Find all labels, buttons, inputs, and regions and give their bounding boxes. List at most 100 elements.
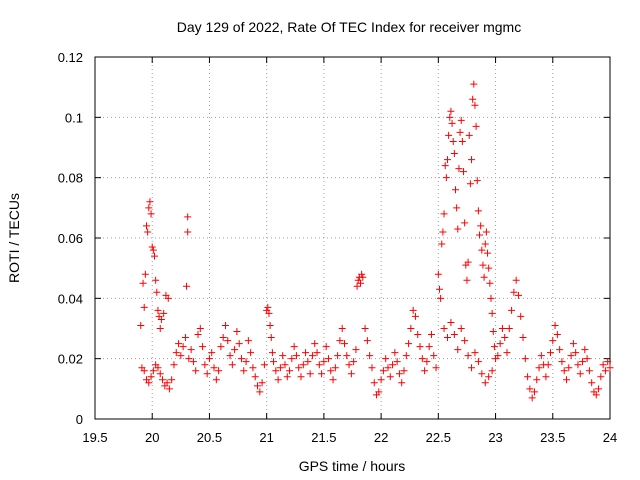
y-tick-label: 0.02: [58, 352, 83, 367]
data-point: [505, 325, 513, 332]
data-point: [189, 358, 197, 366]
data-point: [530, 388, 538, 396]
data-point: [299, 361, 307, 369]
data-point: [461, 337, 469, 345]
data-point: [165, 385, 173, 393]
data-point: [481, 240, 489, 248]
data-point: [418, 355, 426, 363]
data-point: [601, 367, 609, 375]
data-point: [606, 364, 614, 372]
data-point: [512, 276, 520, 284]
data-point: [237, 355, 245, 363]
data-point: [435, 285, 443, 293]
data-point: [551, 321, 559, 329]
x-axis-label: GPS time / hours: [299, 458, 406, 474]
data-point: [485, 264, 493, 272]
data-point: [357, 279, 365, 287]
data-point: [597, 373, 605, 381]
data-point: [514, 291, 522, 299]
data-point: [521, 355, 529, 363]
data-point: [268, 349, 276, 357]
data-point: [368, 364, 376, 372]
data-point: [488, 367, 496, 375]
x-tick-label: 21.5: [311, 430, 336, 445]
data-point: [164, 294, 172, 302]
data-point: [409, 306, 417, 314]
data-point: [184, 213, 192, 221]
data-point: [471, 101, 479, 109]
data-point: [427, 331, 435, 339]
data-point: [443, 334, 451, 342]
y-axis: 0 0.02 0.04 0.06 0.08 0.1 0.12: [58, 50, 610, 427]
grid-lines: [95, 57, 610, 419]
data-point: [327, 367, 335, 375]
x-tick-label: 22.5: [426, 430, 451, 445]
data-point: [519, 334, 527, 342]
data-point: [334, 352, 342, 360]
data-point: [146, 198, 154, 206]
data-point: [154, 306, 162, 314]
data-point: [295, 364, 303, 372]
data-point: [154, 364, 162, 372]
data-point: [140, 367, 148, 375]
data-point: [478, 370, 486, 378]
data-point: [583, 355, 591, 363]
data-point: [272, 367, 280, 375]
data-point: [471, 349, 479, 357]
data-point: [441, 162, 449, 170]
data-point: [447, 318, 455, 326]
data-point: [544, 361, 552, 369]
data-point: [595, 385, 603, 393]
data-point: [184, 228, 192, 236]
data-point: [363, 337, 371, 345]
data-point: [251, 373, 259, 381]
data-point: [160, 309, 168, 317]
data-point: [274, 376, 282, 384]
data-point: [416, 343, 424, 351]
data-point: [494, 352, 502, 360]
data-point: [156, 325, 164, 332]
data-point: [331, 364, 339, 372]
data-point: [481, 379, 489, 387]
x-axis: 19.5 20 20.5 21 21.5 22 22.5 23 23.5 24: [82, 57, 617, 445]
data-point: [361, 325, 369, 332]
data-point: [145, 204, 153, 212]
data-point: [443, 156, 451, 164]
data-point: [579, 358, 587, 366]
y-tick-label: 0.08: [58, 171, 83, 186]
data-point: [308, 352, 316, 360]
data-point: [302, 349, 310, 357]
data-point: [549, 337, 557, 345]
data-point: [208, 349, 216, 357]
data-point: [286, 367, 294, 375]
data-point: [556, 346, 564, 354]
x-tick-label: 24: [603, 430, 617, 445]
data-point: [449, 137, 457, 145]
data-point: [322, 343, 330, 351]
data-point: [179, 343, 187, 351]
data-point: [447, 107, 455, 115]
data-point: [389, 361, 397, 369]
data-point: [453, 204, 461, 212]
data-point: [192, 367, 200, 375]
data-point: [468, 364, 476, 372]
data-point: [311, 340, 319, 348]
data-point: [487, 294, 495, 302]
data-point: [463, 276, 471, 284]
data-point: [183, 282, 191, 290]
data-point: [350, 358, 358, 366]
data-points: [137, 80, 614, 402]
data-point: [151, 252, 159, 260]
data-point: [440, 210, 448, 218]
data-point: [210, 364, 218, 372]
data-point: [177, 352, 185, 360]
data-point: [391, 349, 399, 357]
data-point: [454, 346, 462, 354]
data-point: [247, 349, 255, 357]
data-point: [592, 391, 600, 399]
data-point: [329, 376, 337, 384]
data-point: [425, 343, 433, 351]
data-point: [421, 367, 429, 375]
data-point: [304, 358, 312, 366]
data-point: [377, 376, 385, 384]
